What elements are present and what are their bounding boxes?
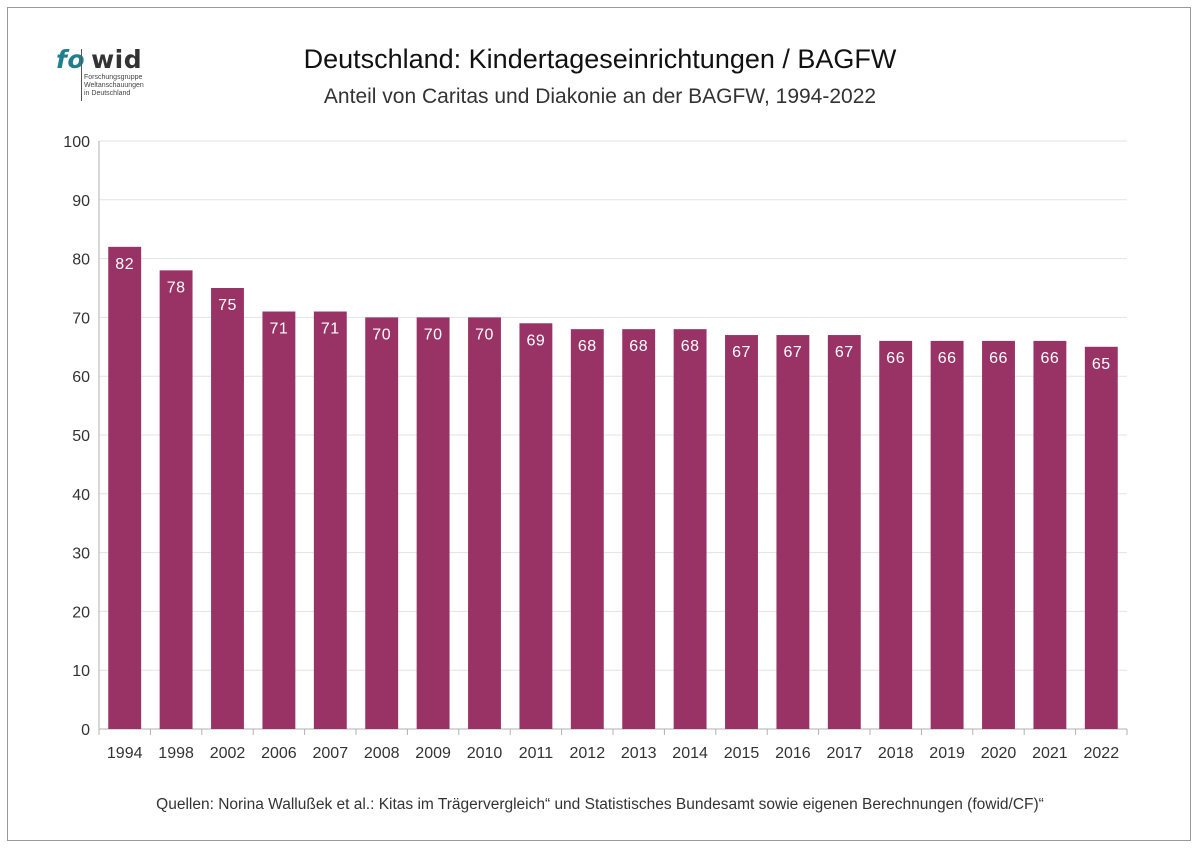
- x-tick-label: 2009: [415, 745, 451, 762]
- x-tick-label: 2007: [313, 745, 349, 762]
- bar-data-label: 68: [681, 338, 700, 355]
- y-tick-label: 100: [63, 134, 90, 151]
- bar-data-label: 68: [578, 338, 597, 355]
- fowid-logo: fo wid Forschungsgruppe Weltanschauungen …: [56, 46, 166, 106]
- x-tick-label: 2022: [1084, 745, 1120, 762]
- logo-sub-line-2: Weltanschauungen: [84, 82, 144, 89]
- bar-data-label: 71: [270, 321, 289, 338]
- bar-data-label: 66: [938, 350, 957, 367]
- logo-sub-line-1: Forschungsgruppe: [84, 74, 143, 81]
- bar-data-label: 82: [115, 256, 134, 273]
- bar-data-label: 67: [835, 344, 854, 361]
- x-tick-label: 2020: [981, 745, 1017, 762]
- bar: [1084, 346, 1118, 729]
- bar: [313, 311, 347, 729]
- logo-wordmark: fo wid: [56, 46, 142, 74]
- y-tick-label: 40: [72, 487, 90, 504]
- x-tick-label: 1994: [107, 745, 143, 762]
- bar: [570, 329, 604, 729]
- bar-data-label: 66: [886, 350, 905, 367]
- bar: [262, 311, 296, 729]
- logo-wid-text: wid: [91, 45, 143, 74]
- bar-data-label: 67: [732, 344, 751, 361]
- x-tick-label: 2018: [878, 745, 914, 762]
- bar: [982, 340, 1015, 729]
- y-tick-label: 60: [72, 369, 90, 386]
- bar: [622, 329, 656, 729]
- bar: [930, 340, 964, 729]
- y-tick-label: 10: [72, 663, 90, 680]
- x-tick-label: 2016: [775, 745, 811, 762]
- bar-data-label: 71: [321, 321, 340, 338]
- x-tick-label: 2010: [467, 745, 503, 762]
- bar-data-label: 68: [629, 338, 648, 355]
- bar-data-label: 67: [784, 344, 803, 361]
- bar-data-label: 70: [475, 326, 494, 343]
- bar: [365, 317, 399, 729]
- bar-data-label: 69: [527, 332, 546, 349]
- bar: [1033, 340, 1067, 729]
- x-tick-label: 1998: [158, 745, 194, 762]
- bar: [108, 246, 142, 729]
- y-tick-label: 30: [72, 546, 90, 563]
- y-tick-label: 70: [72, 310, 90, 327]
- x-tick-label: 2011: [519, 745, 554, 762]
- x-tick-label: 2014: [672, 745, 708, 762]
- bar-data-label: 66: [1041, 350, 1060, 367]
- bar: [159, 270, 193, 729]
- bar: [468, 317, 501, 729]
- logo-subtitle: Forschungsgruppe Weltanschauungen in Deu…: [84, 74, 144, 98]
- chart-title: Deutschland: Kindertageseinrichtungen / …: [303, 44, 897, 74]
- y-tick-label: 80: [72, 252, 90, 269]
- bar: [879, 340, 913, 729]
- bar-data-label: 66: [989, 350, 1008, 367]
- x-tick-label: 2015: [724, 745, 760, 762]
- x-tick-label: 2017: [827, 745, 863, 762]
- y-tick-label: 50: [72, 428, 90, 445]
- x-tick-label: 2012: [570, 745, 606, 762]
- bar-data-label: 70: [372, 326, 391, 343]
- x-tick-label: 2021: [1032, 745, 1068, 762]
- logo-fo-text: fo: [56, 45, 86, 74]
- bar: [827, 335, 861, 729]
- x-tick-label: 2013: [621, 745, 657, 762]
- bar: [211, 288, 244, 729]
- bar-data-label: 78: [167, 279, 186, 296]
- bar-data-label: 75: [218, 297, 237, 314]
- bar: [725, 335, 758, 729]
- bar: [776, 335, 810, 729]
- x-tick-label: 2019: [929, 745, 965, 762]
- logo-sub-line-3: in Deutschland: [84, 90, 131, 97]
- x-tick-label: 2008: [364, 745, 400, 762]
- bar: [416, 317, 450, 729]
- chart-subtitle: Anteil von Caritas und Diakonie an der B…: [323, 85, 877, 108]
- logo-divider: [81, 49, 82, 101]
- x-tick-label: 2006: [261, 745, 297, 762]
- y-tick-label: 0: [81, 722, 90, 739]
- bar: [519, 323, 553, 729]
- bar-data-label: 65: [1092, 356, 1111, 373]
- y-tick-label: 20: [72, 604, 90, 621]
- x-tick-label: 2002: [210, 745, 246, 762]
- bar-data-label: 70: [424, 326, 443, 343]
- bar: [673, 329, 707, 729]
- source-note: Quellen: Norina Wallußek et al.: Kitas i…: [156, 796, 1044, 813]
- y-tick-label: 90: [72, 193, 90, 210]
